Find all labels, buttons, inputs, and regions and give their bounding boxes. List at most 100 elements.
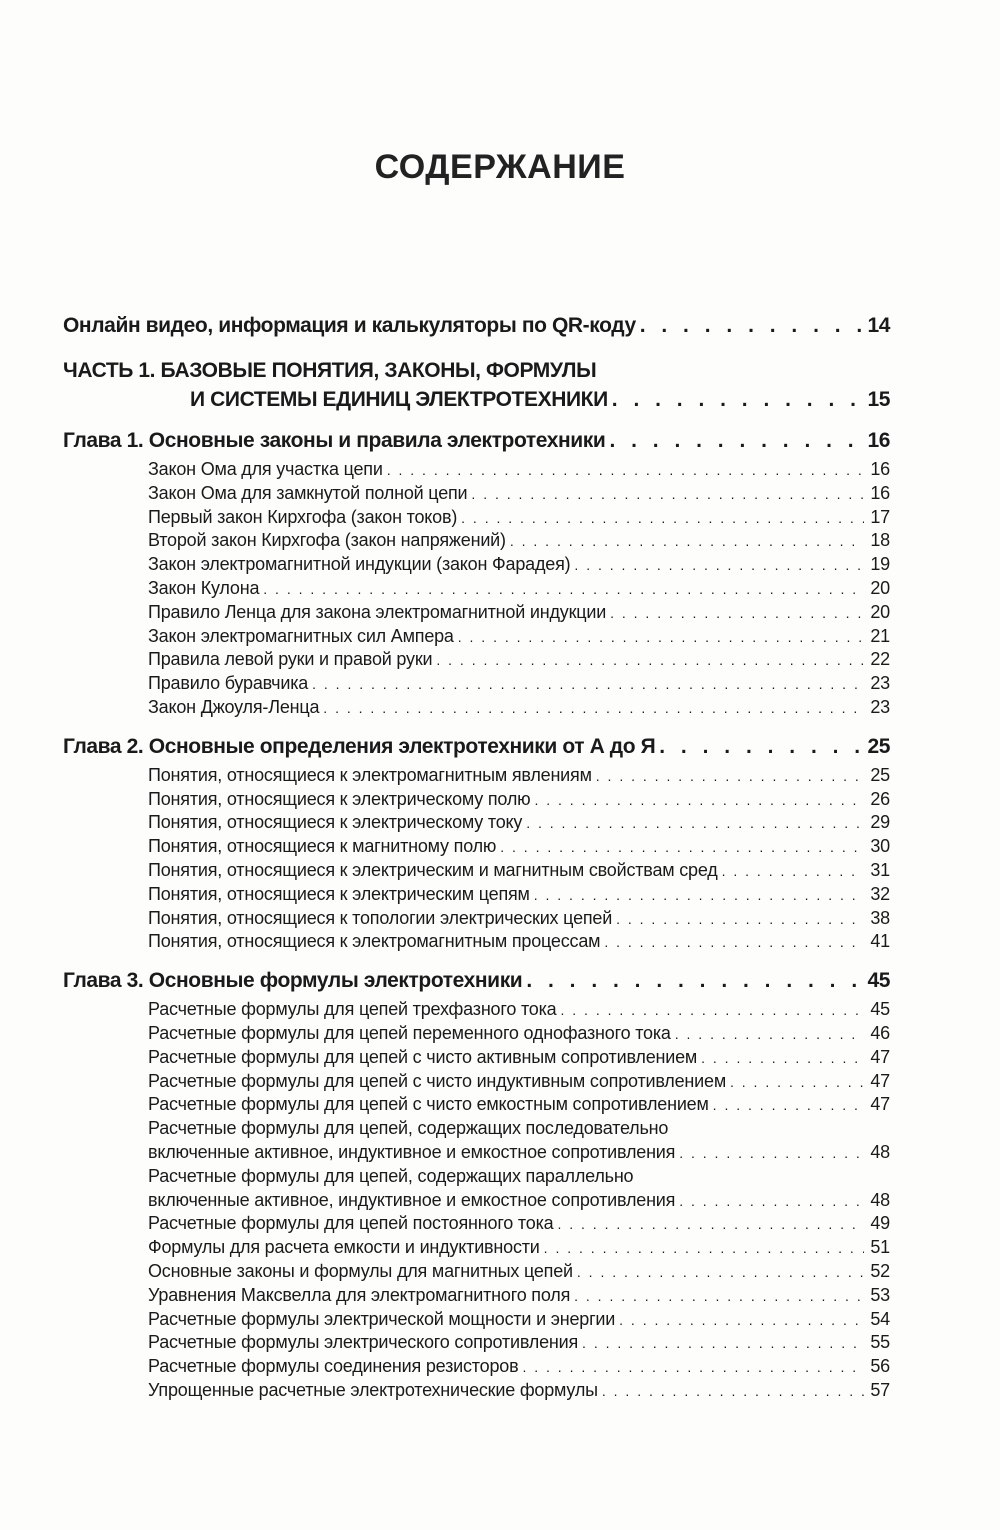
toc-entry-intro[interactable]: Онлайн видео, информация и калькуляторы …	[63, 311, 890, 341]
section-entry[interactable]: Закон Ома для замкнутой полной цепи. . .…	[148, 482, 890, 506]
section-entry[interactable]: Понятия, относящиеся к электромагнитным …	[148, 764, 890, 788]
section-entry[interactable]: Понятия, относящиеся к магнитному полю. …	[148, 835, 890, 859]
section-entry[interactable]: Понятия, относящиеся к электрическим цеп…	[148, 883, 890, 907]
page-number: 20	[870, 577, 890, 598]
dot-leader: . . . . . . . . . . . . . . . . . . . . …	[609, 429, 861, 452]
section-entry[interactable]: Понятия, относящиеся к электрическому то…	[148, 811, 890, 835]
page-number: 17	[870, 506, 890, 527]
entry-title: Закон Кулона	[148, 577, 260, 598]
dot-leader: . . . . . . . . . . . . . . . . . . . . …	[679, 1144, 864, 1161]
entry-title: Закон электромагнитных сил Ампера	[148, 625, 454, 646]
page-number: 22	[870, 649, 890, 670]
section-entry[interactable]: Закон электромагнитных сил Ампера. . . .…	[148, 625, 890, 649]
dot-leader: . . . . . . . . . . . . . . . . . . . . …	[461, 509, 864, 526]
section-entry[interactable]: Расчетные формулы для цепей, содержащих …	[148, 1117, 890, 1141]
chapter-3: Глава 3. Основные формулы электротехники…	[63, 966, 890, 1403]
section-list: Расчетные формулы для цепей трехфазного …	[63, 998, 890, 1403]
section-entry[interactable]: Расчетные формулы соединения резисторов.…	[148, 1355, 890, 1379]
entry-title: Закон Ома для замкнутой полной цепи	[148, 482, 468, 503]
dot-leader: . . . . . . . . . . . . . . . . . . . . …	[312, 676, 864, 693]
entry-title: Глава 2. Основные определения электротех…	[63, 734, 656, 758]
section-entry[interactable]: Правила левой руки и правой руки. . . . …	[148, 648, 890, 672]
section-entry[interactable]: Основные законы и формулы для магнитных …	[148, 1260, 890, 1284]
page-number: 29	[870, 812, 890, 833]
entry-title: Расчетные формулы для цепей, содержащих …	[148, 1118, 669, 1139]
entry-title: Расчетные формулы электрической мощности…	[148, 1308, 616, 1329]
entry-title: Понятия, относящиеся к электрическим и м…	[148, 859, 718, 880]
entry-title: Расчетные формулы для цепей с чисто инду…	[148, 1070, 726, 1091]
entry-title: Расчетные формулы для цепей постоянного …	[148, 1213, 554, 1234]
section-entry[interactable]: Расчетные формулы электрического сопроти…	[148, 1331, 890, 1355]
section-entry[interactable]: Формулы для расчета емкости и индуктивно…	[148, 1236, 890, 1260]
entry-title: Формулы для расчета емкости и индуктивно…	[148, 1237, 540, 1258]
entry-title: Закон электромагнитной индукции (закон Ф…	[148, 554, 571, 575]
section-entry[interactable]: Расчетные формулы для цепей с чисто акти…	[148, 1046, 890, 1070]
section-entry[interactable]: Уравнения Максвелла для электромагнитног…	[148, 1284, 890, 1308]
section-entry[interactable]: Закон Джоуля-Ленца. . . . . . . . . . . …	[148, 696, 890, 720]
section-entry[interactable]: Закон электромагнитной индукции (закон Ф…	[148, 553, 890, 577]
section-entry[interactable]: Понятия, относящиеся к электрическому по…	[148, 788, 890, 812]
chapter-heading[interactable]: Глава 1. Основные законы и правила элект…	[63, 426, 890, 456]
chapter-2: Глава 2. Основные определения электротех…	[63, 732, 890, 954]
section-entry[interactable]: Упрощенные расчетные электротехнические …	[148, 1379, 890, 1403]
section-entry[interactable]: Расчетные формулы для цепей постоянного …	[148, 1212, 890, 1236]
entry-title: Глава 1. Основные законы и правила элект…	[63, 429, 606, 452]
page-number: 49	[870, 1213, 890, 1234]
section-entry[interactable]: Расчетные формулы для цепей с чисто инду…	[148, 1070, 890, 1094]
dot-leader: . . . . . . . . . . . . . . . . . . . . …	[601, 1382, 865, 1399]
dot-leader: . . . . . . . . . . . . . . . . . . . . …	[386, 462, 865, 478]
dot-leader: . . . . . . . . . . . . . . . . . . . . …	[526, 815, 864, 832]
page-number: 48	[870, 1141, 890, 1162]
chapters: Глава 1. Основные законы и правила элект…	[63, 426, 890, 1403]
dot-leader: . . . . . . . . . . . . . . . . . . . . …	[721, 862, 865, 879]
dot-leader: . . . . . . . . . . . . . . . . . . . . …	[619, 1311, 864, 1328]
page-number: 20	[870, 601, 890, 622]
section-entry[interactable]: включенные активное, индуктивное и емкос…	[148, 1189, 890, 1213]
page-number: 15	[867, 388, 890, 411]
dot-leader: . . . . . . . . . . . . . . . . . . . . …	[701, 1049, 864, 1066]
section-entry[interactable]: Понятия, относящиеся к топологии электри…	[148, 907, 890, 931]
dot-leader: . . . . . . . . . . . . . . . . . . . . …	[557, 1216, 864, 1233]
section-entry[interactable]: Понятия, относящиеся к электромагнитным …	[148, 930, 890, 954]
section-entry[interactable]: Закон Кулона. . . . . . . . . . . . . . …	[148, 577, 890, 601]
entry-title: Понятия, относящиеся к электромагнитным …	[148, 764, 592, 785]
dot-leader: . . . . . . . . . . . . . . . . . . . . …	[500, 839, 864, 856]
chapter-heading[interactable]: Глава 2. Основные определения электротех…	[63, 732, 890, 762]
entry-title: Упрощенные расчетные электротехнические …	[148, 1379, 598, 1400]
section-entry[interactable]: Расчетные формулы для цепей трехфазного …	[148, 998, 890, 1022]
dot-leader: . . . . . . . . . . . . . . . . . . . . …	[522, 1359, 864, 1376]
page-number: 25	[867, 734, 890, 758]
entry-title: Понятия, относящиеся к электрическому по…	[148, 788, 531, 809]
section-entry[interactable]: Расчетные формулы для цепей, содержащих …	[148, 1165, 890, 1189]
page-number: 53	[870, 1284, 890, 1305]
dot-leader: . . . . . . . . . . . . . . . . . . . . …	[471, 485, 864, 502]
section-entry[interactable]: Понятия, относящиеся к электрическим и м…	[148, 859, 890, 883]
dot-leader: . . . . . . . . . . . . . . . . . . . . …	[574, 557, 864, 574]
section-entry[interactable]: Правило буравчика. . . . . . . . . . . .…	[148, 672, 890, 696]
section-entry[interactable]: Расчетные формулы для цепей с чисто емко…	[148, 1093, 890, 1117]
part-title-line-1: ЧАСТЬ 1. БАЗОВЫЕ ПОНЯТИЯ, ЗАКОНЫ, ФОРМУЛ…	[63, 359, 597, 382]
section-entry[interactable]: включенные активное, индуктивное и емкос…	[148, 1141, 890, 1165]
entry-title: включенные активное, индуктивное и емкос…	[148, 1189, 676, 1210]
entry-title: включенные активное, индуктивное и емкос…	[148, 1141, 676, 1162]
dot-leader: . . . . . . . . . . . . . . . . . . . . …	[543, 1240, 865, 1257]
entry-title: Понятия, относящиеся к электрическому то…	[148, 812, 523, 833]
part-line-2: И СИСТЕМЫ ЕДИНИЦ ЭЛЕКТРОТЕХНИКИ . . . . …	[63, 385, 890, 414]
section-entry[interactable]: Второй закон Кирхгофа (закон напряжений)…	[148, 529, 890, 553]
page-number: 45	[870, 999, 890, 1020]
section-entry[interactable]: Закон Ома для участка цепи. . . . . . . …	[148, 458, 890, 482]
section-entry[interactable]: Первый закон Кирхгофа (закон токов). . .…	[148, 506, 890, 530]
toc-entry-part-1[interactable]: ЧАСТЬ 1. БАЗОВЫЕ ПОНЯТИЯ, ЗАКОНЫ, ФОРМУЛ…	[63, 356, 890, 414]
page-number: 47	[870, 1046, 890, 1067]
table-of-contents: Онлайн видео, информация и калькуляторы …	[63, 311, 890, 1403]
section-entry[interactable]: Правило Ленца для закона электромагнитно…	[148, 601, 890, 625]
dot-leader: . . . . . . . . . . . . . . . . . . . . …	[611, 388, 862, 411]
chapter-heading[interactable]: Глава 3. Основные формулы электротехники…	[63, 966, 890, 996]
section-entry[interactable]: Расчетные формулы для цепей переменного …	[148, 1022, 890, 1046]
page-number: 57	[870, 1379, 890, 1400]
dot-leader: . . . . . . . . . . . . . . . . . . . . …	[263, 580, 864, 597]
page-number: 48	[870, 1189, 890, 1210]
section-entry[interactable]: Расчетные формулы электрической мощности…	[148, 1308, 890, 1332]
dot-leader: . . . . . . . . . . . . . . . . . . . . …	[595, 767, 865, 784]
page-number: 46	[870, 1022, 890, 1043]
